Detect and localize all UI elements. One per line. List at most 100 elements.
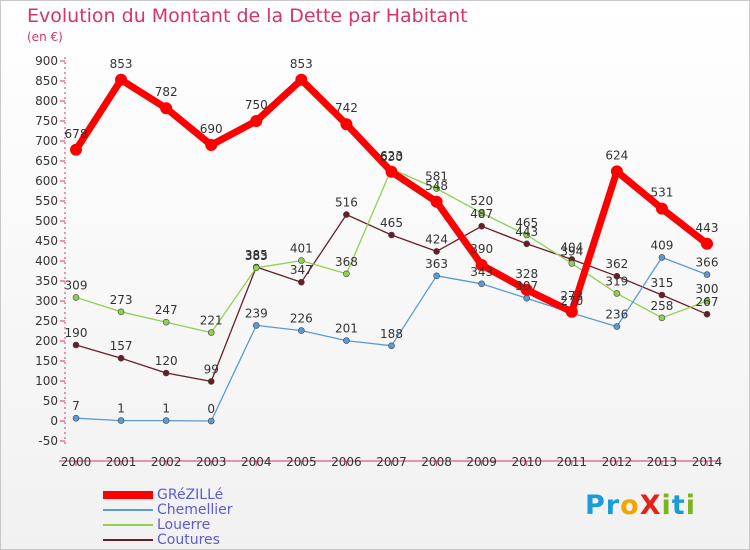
- y-tick-label: 300: [35, 294, 58, 308]
- data-label: 362: [605, 257, 628, 271]
- y-tick-label: 0: [50, 414, 58, 428]
- data-label: 1: [117, 402, 125, 416]
- logo-letter: X: [639, 490, 662, 521]
- series-point-0: [115, 73, 128, 86]
- series-point-0: [655, 202, 668, 215]
- data-label: 307: [515, 279, 538, 293]
- series-point-2: [117, 308, 125, 316]
- data-label: 409: [650, 238, 673, 252]
- data-label: 465: [380, 216, 403, 230]
- data-label: 630: [380, 150, 403, 164]
- data-label: 531: [650, 186, 673, 200]
- y-tick-label: 900: [35, 54, 58, 68]
- x-tick-label: 2005: [286, 455, 317, 469]
- legend-label: GRéZILLé: [157, 486, 224, 503]
- legend-label: Coutures: [157, 531, 220, 548]
- y-tick-label: 200: [35, 334, 58, 348]
- y-tick-label: 650: [35, 154, 58, 168]
- series-point-0: [701, 237, 713, 250]
- logo-letter: i: [661, 490, 672, 521]
- data-label: 383: [245, 249, 268, 263]
- series-point-3: [343, 211, 350, 218]
- data-label: 443: [696, 221, 719, 235]
- x-tick-label: 2006: [331, 455, 362, 469]
- logo-letter: i: [685, 490, 696, 521]
- legend-item: Chemellier: [103, 502, 233, 518]
- data-label: 300: [696, 282, 719, 296]
- x-tick-label: 2004: [241, 455, 272, 469]
- series-point-1: [207, 417, 215, 425]
- data-label: 394: [560, 244, 583, 258]
- x-tick-label: 2011: [557, 455, 588, 469]
- y-tick-label: 400: [35, 254, 58, 268]
- data-label: 221: [200, 314, 223, 328]
- data-label: 624: [605, 148, 628, 162]
- series-point-1: [117, 417, 125, 424]
- data-label: 782: [155, 85, 178, 99]
- series-layer: [70, 73, 713, 425]
- series-point-1: [433, 272, 440, 280]
- series-point-0: [430, 195, 443, 208]
- series-point-2: [207, 329, 215, 336]
- data-label: 258: [650, 299, 673, 313]
- data-label: 309: [65, 278, 88, 292]
- data-label: 270: [560, 294, 583, 308]
- x-tick-label: 2007: [376, 455, 407, 469]
- series-point-3: [72, 341, 80, 349]
- data-label: 315: [650, 276, 673, 290]
- logo-letter: o: [620, 490, 640, 521]
- series-point-3: [117, 354, 125, 362]
- y-tick-label: 700: [35, 134, 58, 148]
- x-tick-label: 2008: [421, 455, 452, 469]
- data-label: 201: [335, 322, 358, 336]
- data-label: 516: [335, 196, 358, 210]
- data-label: 401: [290, 242, 313, 256]
- x-tick-label: 2012: [602, 455, 633, 469]
- legend-label: Louerre: [157, 516, 211, 533]
- data-label: 7: [72, 399, 80, 413]
- series-point-1: [298, 327, 305, 334]
- data-label: 465: [515, 216, 538, 230]
- chart-title: Evolution du Montant de la Dette par Hab…: [27, 5, 468, 27]
- y-tick-label: 350: [35, 274, 58, 288]
- data-label: 0: [207, 402, 215, 416]
- series-point-1: [343, 337, 350, 344]
- series-point-1: [658, 254, 666, 261]
- logo-letter: t: [671, 490, 686, 521]
- series-point-0: [385, 165, 398, 178]
- series-point-3: [433, 248, 440, 255]
- y-tick-label: 50: [43, 394, 58, 408]
- data-label: 267: [696, 295, 719, 309]
- x-tick-label: 2014: [692, 455, 723, 469]
- data-label: 742: [335, 101, 358, 115]
- data-label: 548: [425, 179, 448, 193]
- y-tick-label: 100: [35, 374, 58, 388]
- y-tick-label: 450: [35, 234, 58, 248]
- series-point-0: [340, 118, 353, 131]
- data-label: 487: [470, 207, 493, 221]
- series-point-2: [162, 318, 170, 326]
- legend-item: GRéZILLé: [103, 486, 233, 503]
- series-point-0: [205, 139, 218, 151]
- data-label: 443: [515, 225, 538, 239]
- data-label: 273: [560, 289, 583, 303]
- y-tick-label: 550: [35, 194, 58, 208]
- series-point-1: [703, 271, 711, 278]
- logo-letter: r: [605, 490, 621, 521]
- series-point-1: [252, 322, 260, 329]
- series-point-2: [613, 290, 621, 297]
- data-label: 520: [470, 194, 493, 208]
- data-label: 328: [515, 267, 538, 281]
- x-tick-label: 2009: [466, 455, 497, 469]
- data-label: 690: [200, 122, 223, 136]
- data-labels: 678 853 782 690 750 853 742 623 548 390 328 273 624 5…: [65, 57, 719, 416]
- series-point-2: [298, 257, 305, 264]
- y-tick-label: 250: [35, 314, 58, 328]
- axes: 9008508007507006506005505004504003503002…: [35, 54, 722, 469]
- data-label: 581: [425, 170, 448, 184]
- series-point-3: [207, 378, 215, 385]
- data-label: 273: [110, 293, 133, 307]
- y-tick-label: 750: [35, 114, 58, 128]
- data-label: 347: [290, 263, 313, 277]
